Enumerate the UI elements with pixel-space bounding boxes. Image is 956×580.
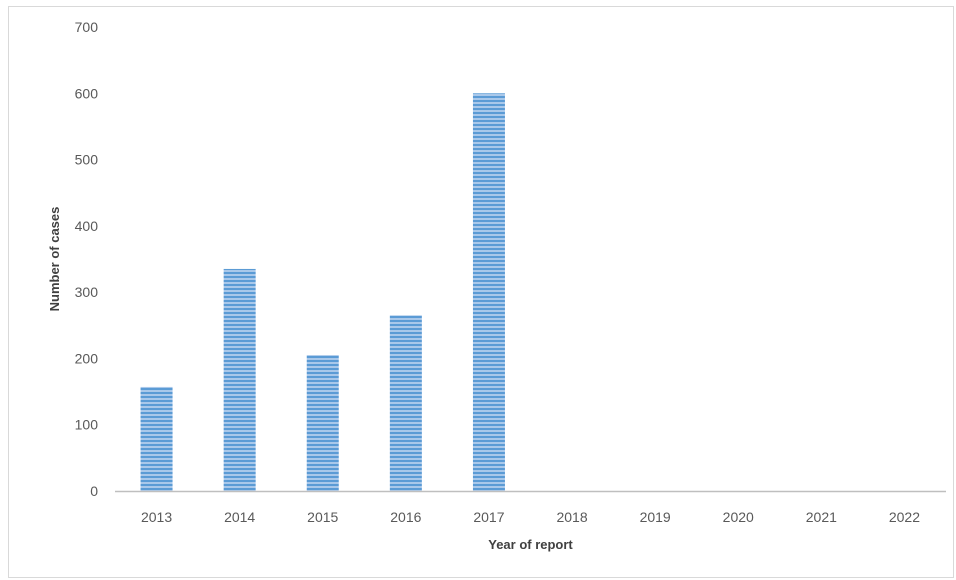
- y-tick-label: 200: [75, 350, 99, 366]
- x-tick-label: 2017: [473, 509, 504, 525]
- y-axis-title: Number of cases: [47, 207, 62, 312]
- y-tick-label: 400: [75, 218, 99, 234]
- bar-2014: [223, 268, 256, 491]
- bars: [140, 93, 505, 492]
- bar-2015: [306, 355, 339, 491]
- y-tick-label: 0: [90, 483, 98, 499]
- y-tick-label: 100: [75, 417, 99, 433]
- y-tick-label: 300: [75, 284, 99, 300]
- y-tick-label: 600: [75, 85, 99, 101]
- bar-2016: [389, 315, 422, 491]
- x-tick-label: 2016: [390, 509, 421, 525]
- x-tick-label: 2019: [640, 509, 671, 525]
- x-tick-label: 2022: [889, 509, 920, 525]
- x-tick-label: 2018: [556, 509, 587, 525]
- x-tick-label: 2014: [224, 509, 255, 525]
- x-tick-label: 2020: [723, 509, 754, 525]
- y-axis-ticks: 0 100 200 300 400 500 600 700: [75, 19, 99, 499]
- bar-2013: [140, 386, 173, 491]
- y-tick-label: 500: [75, 152, 99, 168]
- x-axis-title: Year of report: [488, 537, 573, 552]
- x-tick-label: 2015: [307, 509, 338, 525]
- bar-2017: [472, 93, 505, 492]
- x-tick-label: 2021: [806, 509, 837, 525]
- y-tick-label: 700: [75, 19, 99, 35]
- x-axis-ticks: 2013 2014 2015 2016 2017 2018 2019 2020 2021 2022: [141, 509, 920, 525]
- x-tick-label: 2013: [141, 509, 172, 525]
